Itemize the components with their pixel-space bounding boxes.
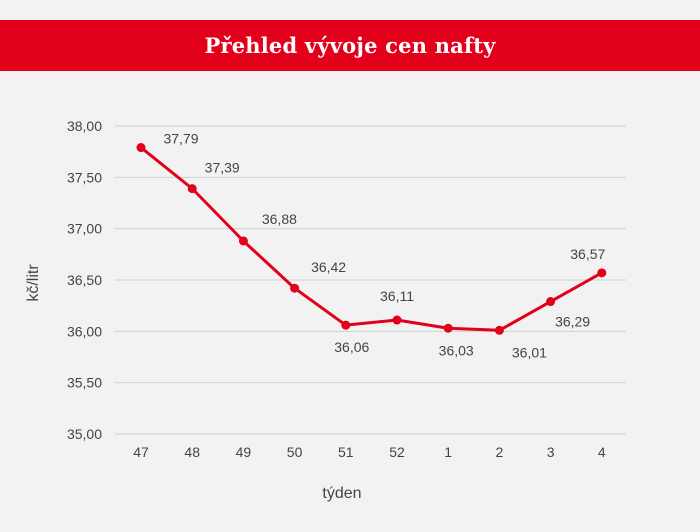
data-point: [341, 320, 351, 330]
top-strip: [0, 0, 700, 20]
x-tick-label: 48: [184, 444, 200, 460]
y-tick-label: 36,50: [67, 272, 102, 288]
x-axis-title: týden: [322, 485, 361, 502]
series-line: [140, 146, 603, 332]
data-label: 36,42: [311, 259, 346, 275]
x-tick-label: 3: [547, 444, 555, 460]
data-point: [443, 323, 453, 333]
x-tick-label: 4: [598, 444, 606, 460]
data-point: [546, 297, 556, 307]
line-chart: 35,00 35,50 36,00 36,50 37,00 37,50 38,00 47 48 4…: [25, 118, 626, 502]
x-tick-label: 50: [287, 444, 303, 460]
y-tick-label: 37,00: [67, 221, 102, 237]
data-point: [136, 143, 146, 153]
chart-title: Přehled vývoje cen nafty: [204, 33, 496, 58]
x-tick-label: 1: [444, 444, 452, 460]
y-tick-label: 36,00: [67, 323, 102, 339]
data-point: [392, 315, 402, 325]
y-tick-label: 38,00: [67, 118, 102, 134]
y-tick-label: 37,50: [67, 169, 102, 185]
y-tick-label: 35,00: [67, 426, 102, 442]
data-label: 36,57: [570, 246, 605, 262]
x-tick-label: 51: [338, 444, 354, 460]
data-label: 36,11: [380, 288, 414, 304]
data-label: 37,79: [163, 131, 198, 147]
x-tick-label: 52: [389, 444, 405, 460]
title-banner: Přehled vývoje cen nafty: [0, 20, 700, 71]
data-point: [187, 184, 197, 194]
x-tick-label: 2: [496, 444, 504, 460]
data-label: 36,03: [439, 342, 474, 358]
y-axis-title: kč/litr: [25, 264, 42, 302]
data-label: 36,01: [512, 344, 547, 360]
x-tick-label: 47: [133, 444, 149, 460]
data-point: [494, 325, 504, 335]
data-point: [238, 236, 248, 246]
data-label: 36,06: [334, 339, 369, 355]
data-label: 37,39: [205, 160, 240, 176]
y-tick-label: 35,50: [67, 375, 102, 391]
data-point: [290, 283, 300, 293]
data-point: [597, 268, 607, 278]
chart-area: 35,00 35,50 36,00 36,50 37,00 37,50 38,00 47 48 4…: [0, 71, 700, 532]
data-label: 36,29: [555, 314, 590, 330]
x-tick-label: 49: [236, 444, 252, 460]
data-label: 36,88: [262, 211, 297, 227]
